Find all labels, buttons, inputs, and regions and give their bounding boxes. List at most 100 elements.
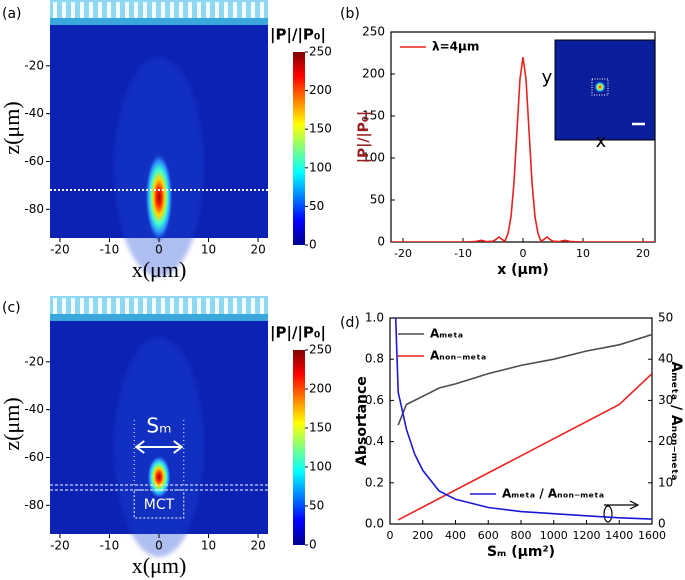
colorbar-tick-label: 100 [309,160,332,174]
grating-tooth [161,2,165,18]
series-clip [397,333,652,426]
y2-tick-label: 30 [658,393,673,407]
y-axis-label: z(μm) [0,101,24,154]
grating-tooth [116,2,120,18]
series-line [397,373,652,521]
series-clip [394,318,652,520]
y2-tick-label: 10 [658,475,673,489]
x-tick-label: 1000 [540,529,568,542]
grating-tooth [89,298,93,314]
series-line [397,333,652,426]
colorbar-tick-label: 150 [309,421,332,435]
y-tick-label: -40 [24,402,44,416]
x-tick-label: -10 [100,539,120,553]
colorbar [293,350,305,545]
grating-tooth [197,298,201,314]
y-tick-label: 100 [362,151,385,165]
colorbar-tick-label: 100 [309,460,332,474]
x-tick-label: 20 [250,243,265,257]
x-tick-label: 800 [511,529,532,542]
x-axis-label: x (μm) [497,262,549,278]
y-tick-label: 1.0 [365,311,384,325]
legend-label: Aₙₒₙ₋ₘₑₜₐ [430,349,486,363]
y-tick-label: -20 [24,354,44,368]
grating-tooth [224,2,228,18]
x-tick-label: 0 [155,539,163,553]
x-tick-label: 10 [201,539,216,553]
x-axis-label: x(μm) [132,257,187,282]
grating-tooth [80,2,84,18]
colorbar-tick-label: 200 [309,382,332,396]
x-tick-label: 400 [445,529,466,542]
x-tick-label: 0 [155,243,163,257]
y2-axis-label: Aₘₑₜₐ / Aₙₒₙ₋ₘₑₜₐ [668,361,684,480]
y2-tick-label: 50 [658,311,673,325]
x-tick-label: 0 [520,247,527,260]
grating-tooth [215,2,219,18]
x-tick-label: 200 [412,529,433,542]
grating-tooth [215,298,219,314]
y-tick-label: 200 [362,67,385,81]
y-axis-label: |P|/|P₀| [356,111,372,163]
x-tick-label: 10 [201,243,216,257]
grating-tooth [224,298,228,314]
y-tick-label: 50 [370,193,385,207]
x-axis-label: x(μm) [132,553,187,578]
x-tick-label: 0 [387,529,394,542]
y-tick-label: 0.8 [365,352,384,366]
y2-tick-label: 0 [658,517,666,531]
colorbar-tick-label: 250 [309,45,332,59]
colorbar [293,52,305,245]
grating-tooth [161,298,165,314]
y-tick-label: 250 [362,25,385,39]
legend-label: λ=4μm [432,40,479,54]
grating-strip [50,18,268,25]
y2-tick-label: 40 [658,352,673,366]
y-tick-label: 0.0 [365,517,384,531]
grating-tooth [53,298,57,314]
y2-tick-label: 20 [658,434,673,448]
inset-x-label: x [596,131,607,152]
legend-label: Aₘₑₜₐ / Aₙₒₙ₋ₘₑₜₐ [502,487,604,501]
grating-tooth [170,2,174,18]
x-tick-label: 1600 [638,529,666,542]
grating-tooth [125,2,129,18]
grating-tooth [98,2,102,18]
y-tick-label: 0 [377,235,385,249]
field-hotspot [147,455,171,499]
grating-tooth [206,298,210,314]
grating-tooth [53,2,57,18]
grating-tooth [170,298,174,314]
grating-tooth [188,298,192,314]
grating-tooth [152,2,156,18]
grating-tooth [62,2,66,18]
panel-label: (c) [2,300,21,316]
series-clip [391,57,655,242]
grating-tooth [179,2,183,18]
mct-box [133,489,185,519]
grating-tooth [89,2,93,18]
panel-label: (d) [340,315,360,331]
grating-tooth [251,298,255,314]
inset-y-label: y [542,67,553,88]
x-tick-label: -20 [394,247,412,260]
x-axis-label: Sₘ (μm²) [487,544,555,560]
x-tick-label: -10 [100,243,120,257]
grating-tooth [260,2,264,18]
grating-tooth [260,298,264,314]
grating-tooth [206,2,210,18]
grating-tooth [80,298,84,314]
grating-tooth [98,298,102,314]
grating-strip [50,314,268,321]
y-tick-label: -20 [24,58,44,72]
inset-spot [594,81,606,93]
series-clip [397,373,652,521]
y-tick-label: -80 [24,498,44,512]
colorbar-title: |P|/|P₀| [270,26,326,45]
field-hotspot [145,152,173,242]
x-tick-label: 600 [478,529,499,542]
x-tick-label: -10 [454,247,472,260]
grating-tooth [134,2,138,18]
grating-tooth [152,298,156,314]
